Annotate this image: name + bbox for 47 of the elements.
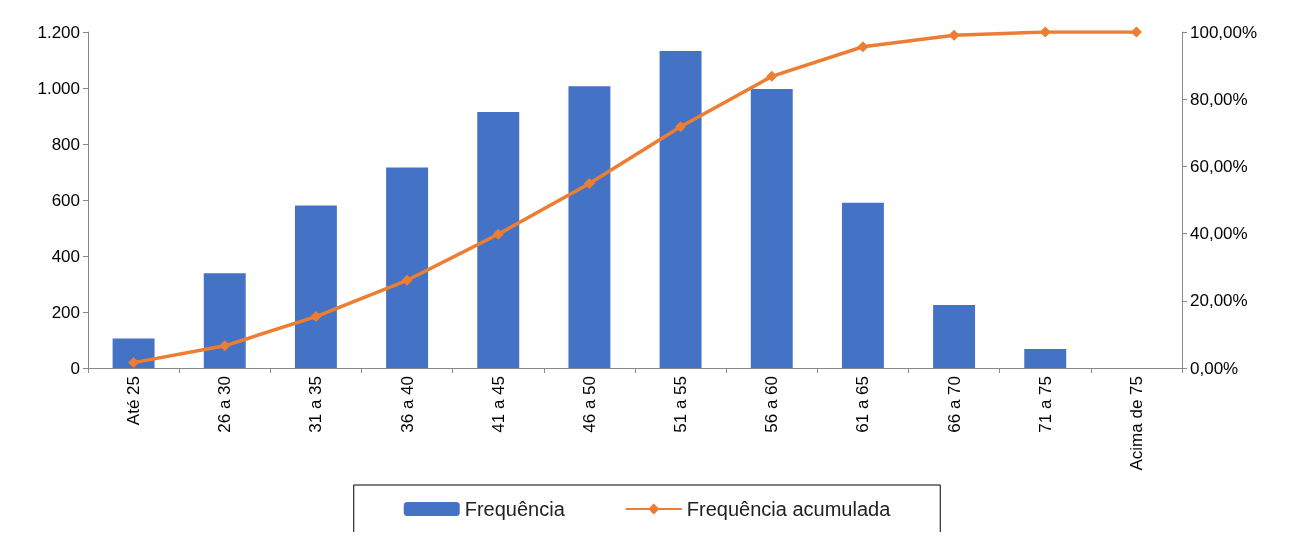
- x-tick-label: 66 a 70: [944, 376, 964, 433]
- y-tick-label: 400: [51, 246, 80, 266]
- bar: [750, 89, 793, 368]
- point: [310, 311, 322, 323]
- legend-label: Frequência acumulada: [686, 498, 892, 520]
- x-tick-label: Até 25: [124, 376, 144, 426]
- x-tick-label: 51 a 55: [671, 376, 691, 433]
- y2-tick-label: 60,00%: [1190, 156, 1248, 176]
- point: [219, 340, 231, 352]
- x-tick-label: 46 a 50: [579, 376, 599, 433]
- point: [857, 41, 869, 53]
- y2-tick-label: 80,00%: [1190, 89, 1248, 109]
- x-tick-label: 31 a 35: [306, 376, 326, 433]
- y2-tick-label: 0,00%: [1190, 358, 1239, 378]
- y2-tick-label: 100,00%: [1190, 22, 1258, 42]
- bar: [294, 205, 337, 368]
- x-tick-label: 71 a 75: [1035, 376, 1055, 433]
- point: [492, 228, 504, 240]
- x-tick-label: 26 a 30: [215, 376, 235, 433]
- x-tick-label: 36 a 40: [397, 376, 417, 433]
- y-tick-label: 0: [70, 358, 80, 378]
- point: [401, 274, 413, 286]
- bar: [841, 202, 884, 368]
- y-tick-label: 800: [51, 134, 80, 154]
- y-tick-label: 600: [51, 190, 80, 210]
- legend-label: Frequência: [464, 498, 566, 520]
- point: [128, 357, 140, 369]
- x-tick-label: 56 a 60: [762, 376, 782, 433]
- point: [766, 70, 778, 82]
- point: [948, 29, 960, 41]
- y-tick-label: 200: [51, 302, 80, 322]
- bar: [933, 305, 976, 368]
- bar: [568, 86, 611, 368]
- bar: [1024, 348, 1067, 368]
- x-tick-label: 41 a 45: [488, 376, 508, 433]
- bar: [477, 112, 520, 368]
- y2-tick-label: 40,00%: [1190, 224, 1248, 244]
- y2-tick-label: 20,00%: [1190, 291, 1248, 311]
- y-tick-label: 1.200: [37, 22, 80, 42]
- bar: [203, 273, 246, 368]
- y-tick-label: 1.000: [37, 78, 80, 98]
- point: [583, 178, 595, 190]
- point: [675, 121, 687, 133]
- x-tick-label: Acima de 75: [1126, 376, 1146, 471]
- x-tick-label: 61 a 65: [853, 376, 873, 433]
- bar: [659, 51, 702, 368]
- bar: [386, 167, 429, 368]
